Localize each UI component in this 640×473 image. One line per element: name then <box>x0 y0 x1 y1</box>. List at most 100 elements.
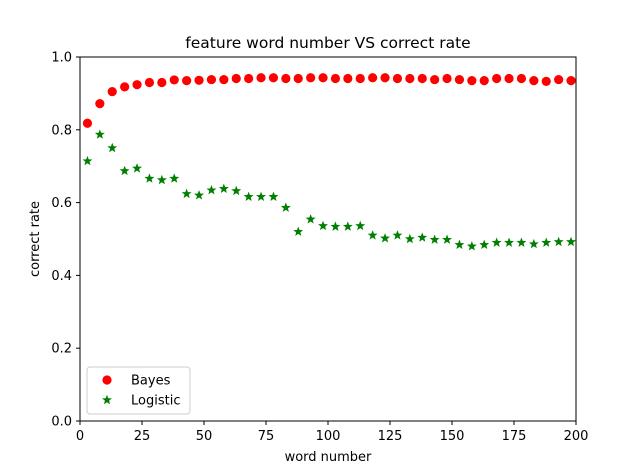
logistic-point <box>566 236 576 247</box>
bayes-point <box>454 74 465 85</box>
logistic-point <box>342 221 353 231</box>
logistic-point <box>504 237 514 247</box>
bayes-point <box>231 73 241 84</box>
logistic-point <box>107 142 118 153</box>
bayes-point <box>392 73 403 84</box>
bayes-point <box>194 75 204 85</box>
bayes-point <box>132 80 142 90</box>
x-tick-label: 75 <box>258 429 275 444</box>
logistic-point <box>491 237 502 247</box>
logistic-point <box>144 173 155 183</box>
x-tick-label: 200 <box>564 429 589 444</box>
bayes-point <box>268 73 279 83</box>
legend-bayes-marker <box>102 375 112 385</box>
x-tick-label: 125 <box>378 429 403 444</box>
bayes-point <box>467 76 477 86</box>
logistic-point <box>355 220 366 231</box>
bayes-point <box>219 74 229 85</box>
bayes-point <box>541 76 551 86</box>
y-tick-label: 0.0 <box>51 415 72 430</box>
logistic-point <box>454 239 465 250</box>
logistic-point <box>82 155 93 166</box>
x-tick-label: 25 <box>134 429 151 444</box>
logistic-point <box>305 214 316 224</box>
bayes-point <box>95 98 105 109</box>
logistic-point <box>169 173 180 183</box>
bayes-point <box>380 73 390 83</box>
logistic-point <box>367 230 378 240</box>
y-tick-label: 0.6 <box>51 196 72 211</box>
logistic-point <box>268 191 279 201</box>
bayes-point <box>306 73 316 83</box>
axes-frame <box>79 56 577 422</box>
legend-marker-bayes <box>102 375 112 385</box>
logistic-point <box>442 234 452 244</box>
y-axis-label: correct rate <box>28 201 43 277</box>
bayes-point <box>417 73 427 84</box>
logistic-point <box>392 230 403 240</box>
logistic-point <box>194 190 204 200</box>
legend-box <box>86 366 191 415</box>
x-tick-label: 0 <box>76 429 84 444</box>
chart-title: feature word number VS correct rate <box>185 34 470 52</box>
logistic-point <box>231 185 242 196</box>
bayes-point <box>504 73 514 84</box>
logistic-point <box>206 185 217 195</box>
x-tick-label: 100 <box>316 429 341 444</box>
logistic-point <box>541 237 552 247</box>
bayes-point <box>169 75 179 85</box>
bayes-point <box>355 73 365 84</box>
bayes-point <box>293 73 303 84</box>
logistic-point <box>479 239 490 250</box>
x-axis-label: word number <box>285 450 372 465</box>
logistic-point <box>404 233 415 244</box>
logistic-point <box>318 220 328 231</box>
bayes-point <box>405 73 415 84</box>
bayes-point <box>318 73 328 83</box>
y-axis-ticks: 0.0 0.2 0.4 0.6 0.8 1.0 <box>51 51 80 430</box>
logistic-point <box>417 232 428 242</box>
bayes-point <box>144 77 155 88</box>
logistic-point <box>330 221 341 231</box>
bayes-point <box>107 86 117 97</box>
x-tick-label: 50 <box>196 429 213 444</box>
bayes-point <box>566 76 576 86</box>
data-points <box>82 73 576 251</box>
bayes-point <box>157 77 167 88</box>
logistic-point <box>280 202 291 212</box>
bayes-point <box>492 73 502 84</box>
bayes-point <box>82 118 93 128</box>
y-tick-label: 0.4 <box>51 269 72 284</box>
bayes-point <box>516 73 527 84</box>
y-tick-label: 0.2 <box>51 342 72 357</box>
bayes-point <box>120 82 130 92</box>
bayes-point <box>430 74 440 85</box>
legend-logistic-marker <box>102 394 112 405</box>
bayes-point <box>281 73 291 84</box>
x-tick-label: 150 <box>440 429 465 444</box>
legend: Bayes Logistic <box>86 366 191 415</box>
logistic-point <box>256 191 266 201</box>
bayes-point <box>442 73 452 84</box>
bayes-point <box>479 76 489 86</box>
logistic-point <box>466 241 477 251</box>
bayes-point <box>368 73 378 83</box>
logistic-point <box>243 191 254 201</box>
x-axis-ticks: 0 25 50 75 100 125 150 175 200 <box>76 421 589 444</box>
logistic-point <box>553 236 564 247</box>
logistic-point <box>380 233 390 243</box>
bayes-point <box>554 74 564 85</box>
logistic-point <box>528 238 539 249</box>
logistic-point <box>132 163 142 173</box>
logistic-point <box>218 183 229 193</box>
bayes-point <box>529 76 539 86</box>
logistic-point <box>429 234 440 244</box>
logistic-point <box>156 174 167 185</box>
legend-marker-logistic <box>102 394 112 405</box>
logistic-point <box>293 226 304 236</box>
y-tick-label: 1.0 <box>51 51 72 66</box>
bayes-point <box>244 73 254 84</box>
logistic-point <box>94 129 105 139</box>
y-tick-label: 0.8 <box>51 123 72 138</box>
